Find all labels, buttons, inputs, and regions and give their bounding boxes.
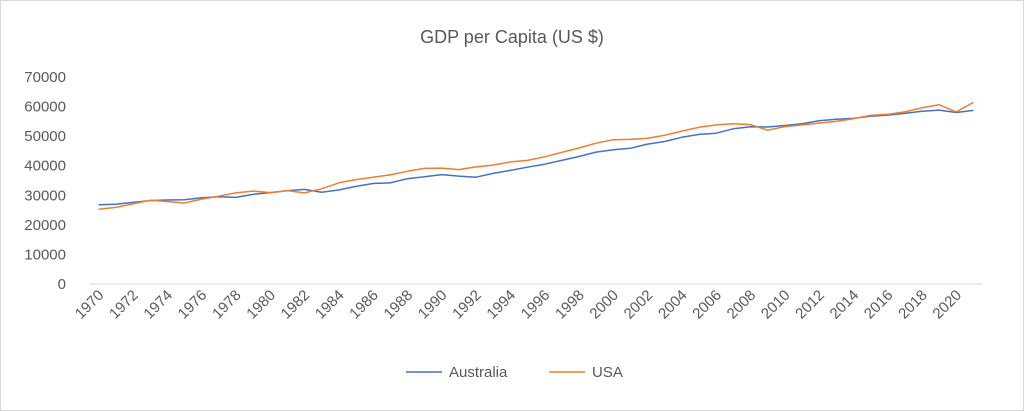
x-tick-label: 1992: [449, 287, 485, 323]
y-tick-label: 50000: [24, 128, 66, 145]
x-tick-label: 2014: [827, 287, 863, 323]
x-tick-label: 1970: [72, 287, 108, 323]
legend: Australia USA: [406, 364, 623, 381]
x-tick-label: 1982: [278, 287, 314, 323]
x-tick-label: 1998: [552, 287, 588, 323]
y-tick-label: 20000: [24, 217, 66, 234]
y-tick-label: 30000: [24, 187, 66, 204]
x-tick-label: 2020: [929, 287, 965, 323]
x-tick-label: 2016: [861, 287, 897, 323]
x-tick-label: 2012: [792, 287, 828, 323]
x-tick-label: 2010: [758, 287, 794, 323]
x-tick-label: 1972: [106, 287, 142, 323]
x-tick-label: 2008: [724, 287, 760, 323]
x-tick-label: 1984: [312, 287, 348, 323]
series-line-australia: [98, 109, 974, 206]
legend-label-usa: USA: [592, 364, 623, 381]
x-tick-label: 1990: [415, 287, 451, 323]
series-lines: [98, 101, 974, 210]
chart-title: GDP per Capita (US $): [420, 27, 604, 47]
x-tick-label: 1974: [140, 287, 176, 323]
x-tick-label: 1976: [175, 287, 211, 323]
y-tick-label: 70000: [24, 69, 66, 86]
y-tick-label: 10000: [24, 246, 66, 263]
y-tick-label: 40000: [24, 158, 66, 175]
x-tick-label: 2006: [689, 287, 725, 323]
x-tick-label: 2004: [655, 287, 691, 323]
x-tick-label: 1994: [483, 287, 519, 323]
x-tick-label: 2002: [621, 287, 657, 323]
y-tick-label: 60000: [24, 99, 66, 116]
x-tick-label: 1996: [518, 287, 554, 323]
x-tick-label: 2000: [586, 287, 622, 323]
y-axis: 0 10000 20000 30000 40000 50000 60000 70000: [24, 69, 66, 293]
series-line-usa: [98, 101, 974, 210]
x-tick-label: 2018: [895, 287, 931, 323]
x-axis: 1970197219741976197819801982198419861988…: [72, 287, 965, 323]
legend-label-australia: Australia: [449, 364, 508, 381]
x-tick-label: 1986: [346, 287, 382, 323]
x-tick-label: 1980: [243, 287, 279, 323]
x-tick-label: 1988: [381, 287, 417, 323]
y-tick-label: 0: [58, 276, 66, 293]
x-tick-label: 1978: [209, 287, 245, 323]
